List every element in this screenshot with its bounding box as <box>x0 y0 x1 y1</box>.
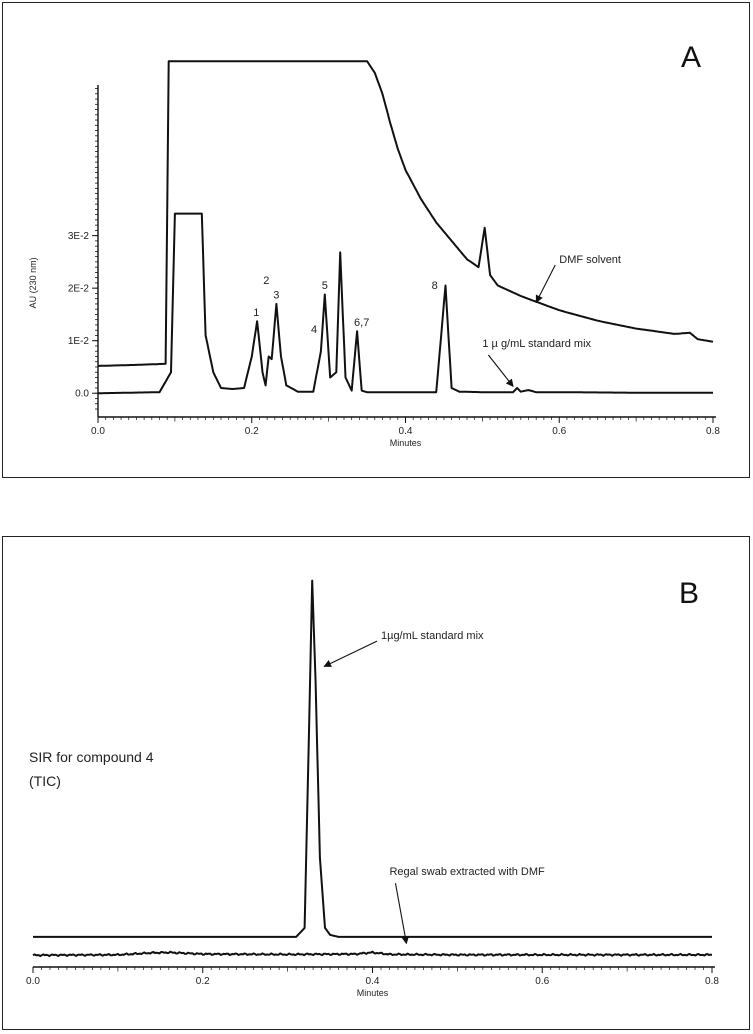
x-tick-label: 0.8 <box>706 426 720 437</box>
chart-panel-a: 0.0 1E-2 2E-2 3E-2 AU (230 nm) 0.0 0.2 0.4 0.6 0.… <box>2 2 750 478</box>
panel-letter: B <box>679 577 699 610</box>
side-label-line: (TIC) <box>29 773 61 789</box>
annotation-label: 1 µ g/mL standard mix <box>482 338 591 350</box>
x-tick-label: 0.2 <box>196 976 210 987</box>
x-axis-title: Minutes <box>357 988 389 998</box>
annotation-arrow <box>535 264 556 304</box>
peak-label: 8 <box>432 280 438 292</box>
series-line-2 <box>32 950 713 958</box>
x-tick-label: 0.6 <box>552 426 566 437</box>
chart-b-svg: 0.0 0.2 0.4 0.6 0.8 Minutes 1µg/mL standard mi… <box>26 577 719 998</box>
chart-a-svg: 0.0 1E-2 2E-2 3E-2 AU (230 nm) 0.0 0.2 0.4 0.6 0.… <box>28 41 720 448</box>
peak-label: 3 <box>273 290 279 302</box>
x-tick-label: 0.0 <box>26 976 40 987</box>
x-axis-title: Minutes <box>390 438 422 448</box>
y-tick-label: 3E-2 <box>68 231 90 242</box>
annotation-arrow <box>323 640 378 667</box>
y-tick-label: 0.0 <box>75 389 89 400</box>
annotation-label: DMF solvent <box>559 254 621 266</box>
series-line-1 <box>98 60 714 367</box>
peak-label: 2 <box>263 275 269 287</box>
peak-label: 1 <box>253 307 259 319</box>
annotation-label: 1µg/mL standard mix <box>381 630 484 642</box>
panel-letter: A <box>681 41 701 74</box>
annotation-arrow <box>487 354 514 388</box>
series-line-1 <box>33 579 712 938</box>
x-tick-label: 0.8 <box>705 976 719 987</box>
x-tick-label: 0.2 <box>245 426 259 437</box>
annotation-label: Regal swab extracted with DMF <box>389 866 545 878</box>
chart-panel-b: 0.0 0.2 0.4 0.6 0.8 Minutes 1µg/mL standard mi… <box>2 536 750 1030</box>
x-tick-label: 0.4 <box>366 976 380 987</box>
x-tick-label: 0.6 <box>535 976 549 987</box>
y-tick-label: 1E-2 <box>68 336 90 347</box>
series-line-2 <box>98 212 713 395</box>
x-tick-label: 0.4 <box>399 426 413 437</box>
peak-label: 6,7 <box>354 317 369 329</box>
y-tick-label: 2E-2 <box>68 284 90 295</box>
y-axis-title: AU (230 nm) <box>28 257 38 308</box>
annotation-arrow <box>394 883 409 945</box>
side-label-line: SIR for compound 4 <box>29 749 154 765</box>
peak-label: 4 <box>311 324 317 336</box>
peak-label: 5 <box>322 280 328 292</box>
x-tick-label: 0.0 <box>91 426 105 437</box>
